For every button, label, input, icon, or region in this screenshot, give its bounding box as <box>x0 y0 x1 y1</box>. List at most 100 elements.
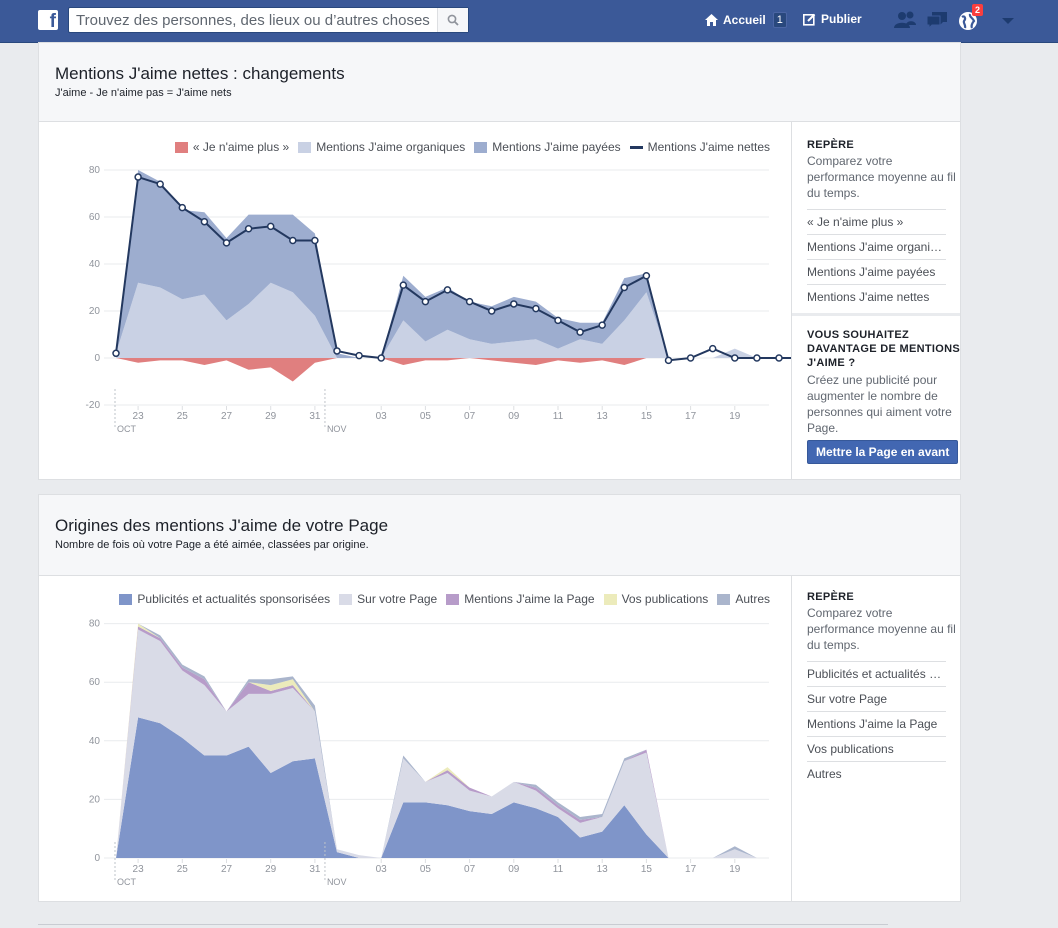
legend-item-posts[interactable]: Vos publications <box>603 592 708 606</box>
benchmark-list: Publicités et actualités sponsorisées Su… <box>807 661 946 786</box>
net-likes-point <box>222 239 231 247</box>
legend-item-net[interactable]: Mentions J'aime nettes <box>629 140 770 154</box>
benchmark-heading: REPÈRE <box>807 591 855 603</box>
net-likes-point <box>598 321 606 329</box>
net-likes-card-header: Mentions J'aime nettes : changements J'a… <box>39 43 960 122</box>
home-link[interactable]: Accueil 1 <box>705 12 787 28</box>
x-tick-label: 19 <box>729 411 741 422</box>
benchmark-item-organic[interactable]: Mentions J'aime organiques <box>807 234 946 259</box>
benchmark-item-on-page[interactable]: Sur votre Page <box>807 686 946 711</box>
y-tick-label: 80 <box>89 165 101 176</box>
benchmark-item-paid[interactable]: Mentions J'aime payées <box>807 259 946 284</box>
x-tick-label: 11 <box>553 411 564 422</box>
x-tick-label: 23 <box>133 864 145 875</box>
legend-label: Sur votre Page <box>357 592 438 606</box>
x-tick-label: 27 <box>221 411 233 422</box>
legend-swatch <box>446 593 460 605</box>
notifications-count-badge: 2 <box>972 4 984 16</box>
net-likes-point <box>311 236 319 245</box>
y-tick-label: 20 <box>89 306 101 317</box>
messages-icon[interactable] <box>926 11 948 29</box>
benchmark-list: « Je n'aime plus » Mentions J'aime organ… <box>807 209 946 309</box>
net-likes-point <box>266 222 275 231</box>
net-likes-point <box>200 217 209 226</box>
x-tick-label: 31 <box>309 864 321 875</box>
legend-item-on-page[interactable]: Sur votre Page <box>339 592 437 606</box>
net-likes-card: Mentions J'aime nettes : changements J'a… <box>38 42 961 480</box>
net-likes-point <box>576 328 584 336</box>
benchmark-item-other[interactable]: Autres <box>807 761 946 786</box>
net-likes-point <box>775 354 783 362</box>
legend-item-paid[interactable]: Mentions J'aime payées <box>474 140 621 154</box>
legend-label: Mentions J'aime nettes <box>647 140 770 154</box>
x-tick-label: 03 <box>376 864 388 875</box>
net-likes-point <box>244 225 253 233</box>
benchmark-text: Comparez votre performance moyenne au fi… <box>807 154 956 200</box>
net-likes-point <box>443 286 452 294</box>
x-tick-label: 11 <box>553 864 564 875</box>
edit-icon <box>803 13 816 26</box>
friend-requests-icon[interactable] <box>893 11 917 29</box>
x-tick-label: 03 <box>376 411 388 422</box>
legend-swatch <box>298 141 312 153</box>
y-tick-label: 60 <box>89 677 101 688</box>
legend-item-ads[interactable]: Publicités et actualités sponsorisées <box>119 592 330 606</box>
area-Mentions J'aime organiques <box>116 282 791 358</box>
legend-swatch <box>174 141 188 153</box>
benchmark-item-unlikes[interactable]: « Je n'aime plus » <box>807 209 946 234</box>
like-sources-chart: 0 20 40 60 80 23 25 27 29 31 03 05 07 09 11 13 15 17 19 OCT… <box>89 619 791 887</box>
legend-label: Mentions J'aime organiques <box>316 140 466 154</box>
net-likes-point <box>664 356 673 365</box>
area-unlikes <box>116 358 791 382</box>
legend-item-page-likes[interactable]: Mentions J'aime la Page <box>446 592 595 606</box>
settings-menu-caret-icon[interactable] <box>1002 18 1014 24</box>
net-likes-point <box>333 347 341 355</box>
x-tick-label: 13 <box>597 411 609 422</box>
net-likes-point <box>708 344 717 353</box>
legend-item-organic[interactable]: Mentions J'aime organiques <box>298 140 465 154</box>
x-tick-label: 13 <box>597 864 609 875</box>
net-likes-point <box>289 236 297 245</box>
home-count-badge: 1 <box>772 12 787 28</box>
like-sources-card: Origines des mentions J'aime de votre Pa… <box>38 494 961 902</box>
legend-item-other[interactable]: Autres <box>717 592 770 606</box>
x-tick-label: 31 <box>309 411 321 422</box>
net-likes-point <box>399 281 408 289</box>
search-input[interactable] <box>69 8 446 32</box>
net-likes-card-title: Mentions J'aime nettes : changements <box>55 64 345 83</box>
x-tick-label: 09 <box>508 411 520 422</box>
publish-label: Publier <box>821 12 862 26</box>
net-likes-point <box>532 304 540 313</box>
net-likes-point <box>487 307 496 315</box>
publish-link[interactable]: Publier <box>803 12 862 26</box>
x-tick-label: 19 <box>729 864 741 875</box>
x-tick-label: 29 <box>265 864 277 875</box>
benchmark-text: Comparez votre performance moyenne au fi… <box>807 606 956 652</box>
net-likes-point <box>686 354 695 362</box>
legend-swatch <box>119 593 133 605</box>
home-label: Accueil <box>723 13 766 27</box>
benchmark-item-net[interactable]: Mentions J'aime nettes <box>807 284 946 309</box>
promote-page-button[interactable]: Mettre la Page en avant <box>807 440 959 464</box>
month-label: OCT <box>117 877 137 887</box>
facebook-logo-icon[interactable]: f <box>38 10 58 31</box>
y-tick-label: 40 <box>89 736 101 747</box>
x-tick-label: 25 <box>177 864 189 875</box>
legend-item-unlikes[interactable]: « Je n'aime plus » <box>174 140 289 154</box>
benchmark-item-ads[interactable]: Publicités et actualités sponsorisées <box>807 661 946 686</box>
month-label: NOV <box>327 424 347 434</box>
y-tick-label: -20 <box>86 400 101 411</box>
net-likes-point <box>510 300 518 308</box>
y-tick-label: 20 <box>89 794 101 805</box>
benchmark-item-page-likes[interactable]: Mentions J'aime la Page <box>807 711 946 736</box>
like-sources-card-header: Origines des mentions J'aime de votre Pa… <box>39 495 960 576</box>
x-tick-label: 15 <box>641 864 653 875</box>
benchmark-item-posts[interactable]: Vos publications <box>807 736 946 761</box>
x-tick-label: 29 <box>265 411 277 422</box>
notifications-globe-icon[interactable] <box>958 11 978 31</box>
home-icon <box>705 14 718 26</box>
y-tick-label: 0 <box>94 853 100 864</box>
x-tick-label: 27 <box>221 864 233 875</box>
search-icon <box>447 14 459 26</box>
search-button[interactable] <box>437 8 468 32</box>
